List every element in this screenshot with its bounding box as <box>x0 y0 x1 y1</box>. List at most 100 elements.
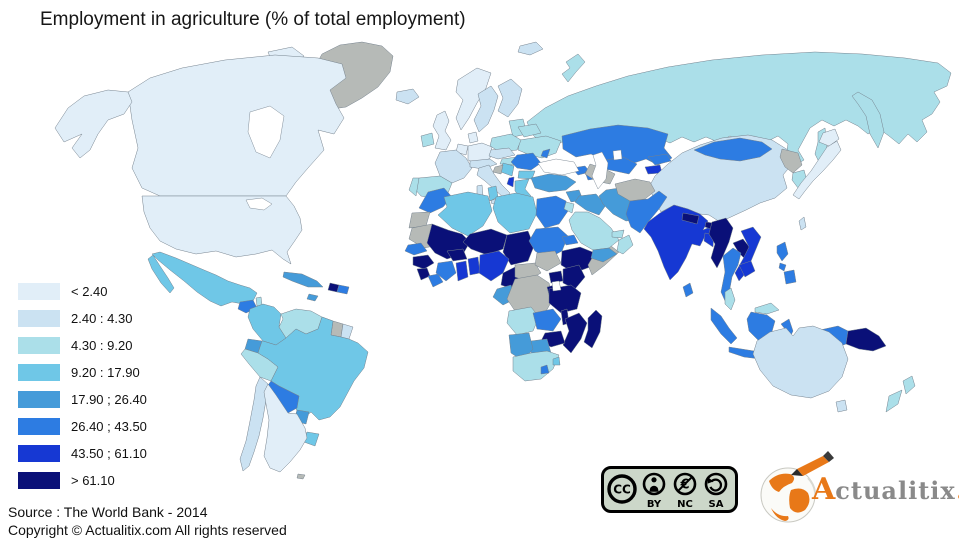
legend-row: 9.20 : 17.90 <box>18 364 147 381</box>
country-eritrea <box>561 234 579 246</box>
country-togo-benin <box>467 256 481 276</box>
black-sea <box>537 158 580 176</box>
country-saudi-arabia <box>568 211 620 251</box>
country-portugal <box>408 177 420 197</box>
legend-row: > 61.10 <box>18 472 147 489</box>
country-lesotho <box>540 364 550 375</box>
country-jamaica <box>306 293 319 302</box>
legend-swatch-8 <box>18 472 60 489</box>
country-senegal <box>404 242 428 256</box>
country-thailand <box>720 247 742 304</box>
country-new-zealand-south <box>885 389 903 413</box>
country-bosnia <box>492 164 504 175</box>
legend-swatch-6 <box>18 418 60 435</box>
country-cuba <box>282 271 324 288</box>
copyright-text: Copyright © Actualitix.com All rights re… <box>8 522 287 538</box>
country-kyrgyzstan <box>647 153 672 166</box>
country-denmark <box>467 131 479 144</box>
logo-letters-rest: ctualitix <box>835 476 956 505</box>
country-angola <box>506 306 540 336</box>
country-ghana <box>455 260 469 282</box>
legend-label-8: > 61.10 <box>71 473 115 488</box>
country-sri-lanka <box>682 282 694 298</box>
country-norway <box>455 67 492 131</box>
legend-row: 2.40 : 4.30 <box>18 310 147 327</box>
lake-victoria <box>551 280 562 292</box>
country-canada <box>127 54 347 197</box>
hudson-bay <box>247 105 285 159</box>
country-libya <box>492 192 538 234</box>
country-liberia <box>427 273 444 288</box>
svg-text:CC: CC <box>613 483 631 497</box>
country-moldova <box>540 148 551 159</box>
legend-swatch-2 <box>18 310 60 327</box>
country-algeria <box>437 191 493 237</box>
country-burkina-faso <box>446 248 468 262</box>
country-dominican-republic <box>336 284 350 295</box>
country-egypt <box>535 195 569 229</box>
legend-label-4: 9.20 : 17.90 <box>71 365 140 380</box>
country-iraq <box>574 193 607 216</box>
country-oman <box>616 234 634 255</box>
country-finland <box>497 78 523 118</box>
nc-label: NC <box>677 499 693 510</box>
country-tanzania <box>548 284 582 314</box>
country-mozambique <box>562 312 588 354</box>
great-lakes <box>245 197 273 211</box>
aral-sea <box>612 149 623 161</box>
country-usa <box>141 195 303 265</box>
legend-row: 17.90 ; 26.40 <box>18 391 147 408</box>
country-falkland <box>296 473 306 480</box>
by-person-icon <box>642 472 666 496</box>
legend-row: 43.50 ; 61.10 <box>18 445 147 462</box>
country-south-sudan <box>534 250 562 272</box>
legend-label-3: 4.30 : 9.20 <box>71 338 133 353</box>
legend-label-1: < 2.40 <box>71 284 108 299</box>
country-indonesia-sumatra <box>710 307 738 345</box>
legend-row: < 2.40 <box>18 283 147 300</box>
country-mongolia <box>693 137 773 162</box>
country-usa-alaska <box>54 89 133 159</box>
country-ireland <box>420 132 435 148</box>
country-madagascar <box>583 309 603 349</box>
legend-swatch-7 <box>18 445 60 462</box>
source-text: Source : The World Bank - 2014 <box>8 504 208 520</box>
sa-label: SA <box>709 499 724 510</box>
country-morocco <box>418 187 453 214</box>
country-australia <box>752 325 849 399</box>
country-french-guiana <box>340 323 354 340</box>
country-guinea <box>412 254 435 270</box>
cc-icon: CC <box>607 474 637 504</box>
legend-label-2: 2.40 : 4.30 <box>71 311 133 326</box>
country-japan <box>792 140 842 200</box>
cc-by-nc-sa-icons: CC € BY NC SA <box>607 472 728 510</box>
country-ivory-coast <box>435 260 457 282</box>
country-russia-novaya-zemlya <box>561 53 586 83</box>
actualitix-globe-icon <box>760 451 834 523</box>
country-sierra-leone <box>416 267 431 281</box>
country-japan-hokkaido <box>818 128 840 147</box>
country-czech-slovakia <box>488 147 516 160</box>
country-malaysia-borneo <box>754 302 780 315</box>
country-turkey <box>530 173 577 193</box>
country-svalbard <box>517 41 544 56</box>
country-brazil <box>257 316 369 421</box>
legend-row: 26.40 ; 43.50 <box>18 418 147 435</box>
legend-row: 4.30 : 9.20 <box>18 337 147 354</box>
country-chile <box>239 376 269 472</box>
country-south-africa <box>512 350 560 382</box>
country-zambia <box>532 308 562 332</box>
country-philippines-visayas <box>778 262 787 272</box>
country-sweden <box>473 85 499 133</box>
country-argentina <box>263 383 308 473</box>
country-iceland <box>395 88 420 105</box>
country-yemen <box>590 247 618 263</box>
legend-swatch-4 <box>18 364 60 381</box>
country-malaysia <box>724 287 736 311</box>
country-jordan <box>563 201 575 214</box>
country-romania <box>510 152 542 171</box>
country-philippines-mindanao <box>783 269 797 285</box>
logo-letter-a: A <box>812 472 836 507</box>
